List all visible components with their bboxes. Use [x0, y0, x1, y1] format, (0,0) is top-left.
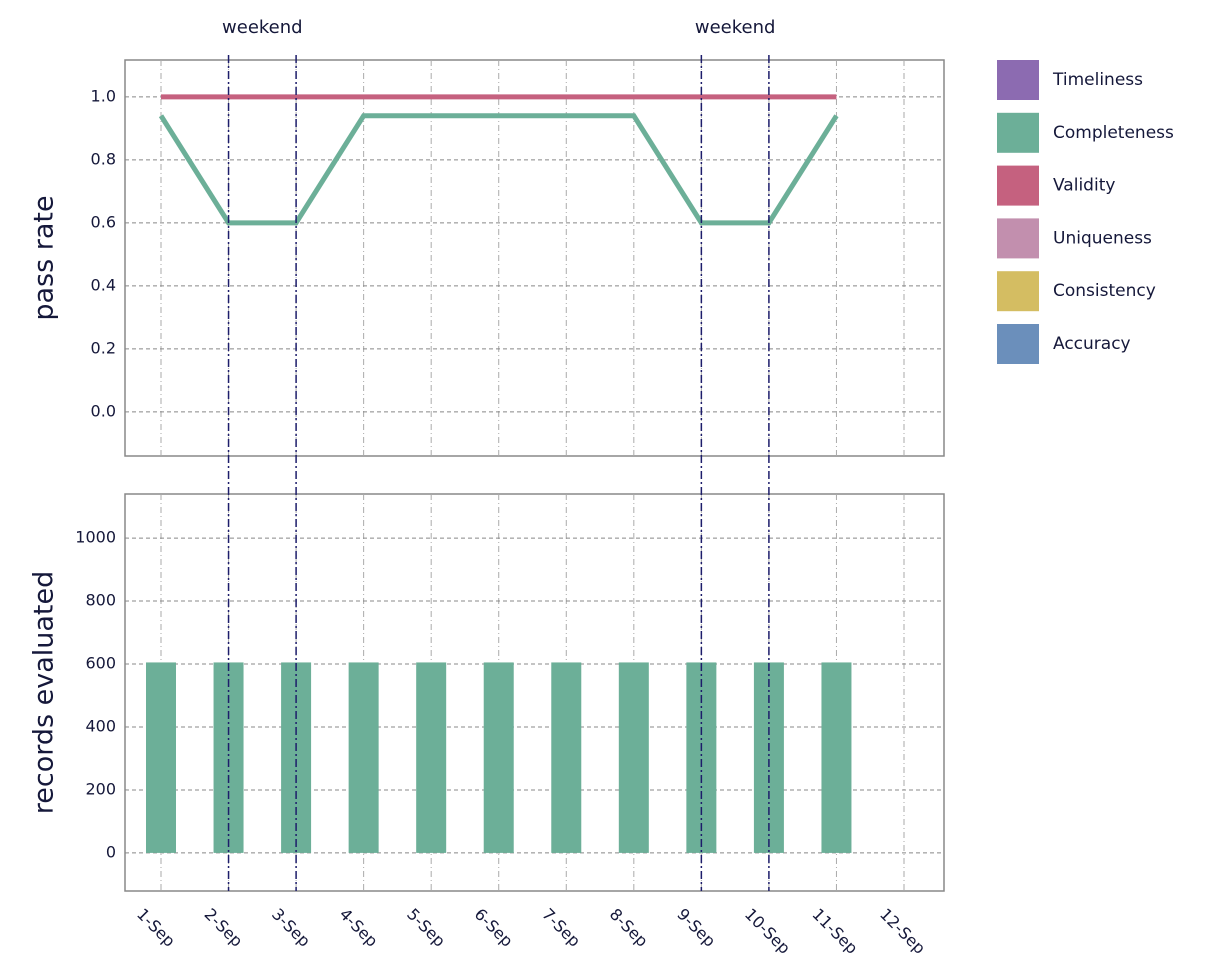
bar	[618, 662, 649, 853]
x-tick-label: 5-Sep	[403, 905, 449, 951]
x-tick-label: 9-Sep	[673, 905, 719, 951]
x-tick-label: 3-Sep	[268, 905, 314, 951]
legend-label: Completeness	[1053, 123, 1174, 143]
bar	[146, 662, 176, 853]
y-tick-label: 400	[85, 716, 116, 735]
legend-label: Timeliness	[1052, 70, 1143, 90]
x-tick-label: 7-Sep	[538, 905, 584, 951]
legend-label: Accuracy	[1053, 334, 1131, 354]
y-tick-label: 200	[85, 779, 116, 798]
y-axis-label: pass rate	[29, 195, 60, 320]
y-tick-label: 1000	[75, 528, 116, 547]
bar	[551, 662, 582, 853]
y-tick-label: 600	[85, 654, 116, 673]
y-tick-label: 1.0	[91, 86, 116, 105]
x-tick-label: 2-Sep	[201, 905, 247, 951]
y-tick-label: 0.6	[91, 212, 116, 231]
plot-frame	[124, 493, 945, 892]
legend-swatch	[997, 218, 1039, 259]
x-tick-label: 4-Sep	[336, 905, 382, 951]
bar	[348, 662, 379, 853]
y-tick-label: 0	[106, 842, 116, 861]
bar	[483, 662, 514, 853]
x-tick-label: 11-Sep	[808, 905, 861, 958]
legend-swatch	[997, 112, 1039, 153]
x-tick-label: 6-Sep	[471, 905, 517, 951]
bar	[416, 662, 447, 853]
legend-swatch	[997, 271, 1039, 312]
y-tick-label: 800	[85, 591, 116, 610]
x-tick-label: 1-Sep	[133, 905, 179, 951]
x-tick-label: 12-Sep	[876, 905, 929, 958]
y-tick-label: 0.2	[91, 338, 116, 357]
legend-swatch	[997, 60, 1039, 100]
x-tick-label: 8-Sep	[606, 905, 652, 951]
y-tick-label: 0.4	[91, 275, 116, 294]
series-line	[158, 113, 839, 226]
y-tick-label: 0.0	[91, 401, 116, 420]
x-tick-label: 10-Sep	[741, 905, 794, 958]
legend-label: Validity	[1053, 176, 1115, 196]
legend-label: Consistency	[1053, 281, 1156, 301]
legend-swatch	[997, 165, 1039, 206]
annotation: weekend	[695, 17, 776, 38]
y-axis-label: records evaluated	[29, 571, 60, 815]
plot-frame	[124, 59, 945, 457]
bar	[821, 662, 852, 853]
legend-label: Uniqueness	[1053, 228, 1152, 248]
legend-swatch	[997, 324, 1039, 364]
annotation: weekend	[222, 17, 303, 38]
y-tick-label: 0.8	[91, 149, 116, 168]
